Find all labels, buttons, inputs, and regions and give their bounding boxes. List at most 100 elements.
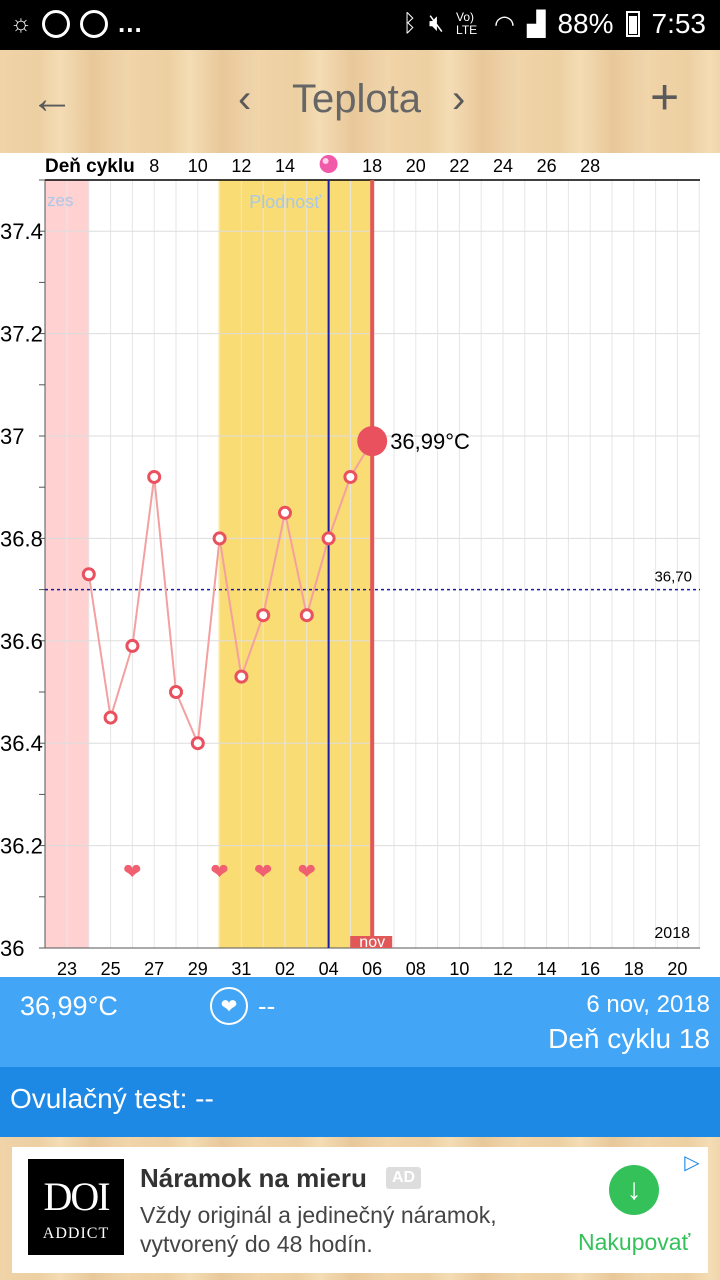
month-label: nov	[359, 934, 385, 951]
status-bar: ☼ ... ᛒ 🔇︎ Vo) LTE ◠ ▟ 88% 7:53	[0, 0, 720, 50]
y-tick-label: 37	[0, 424, 24, 449]
ovulation-marker-shine	[322, 158, 329, 164]
ad-description: Vždy originál a jedinečný náramok, vytvo…	[140, 1202, 497, 1257]
selected-temperature: 36,99°C	[20, 991, 118, 1021]
network-type: Vo) LTE	[456, 10, 478, 37]
top-tick-label: 12	[231, 156, 251, 176]
notification-icons: ☼ ...	[10, 8, 143, 39]
coverline-label: 36,70	[654, 569, 692, 586]
x-tick-label: 25	[101, 959, 121, 977]
app-header: ← ‹ Teplota › +	[0, 50, 720, 153]
battery-percent: 88%	[557, 8, 614, 39]
heart-value: --	[258, 991, 276, 1021]
page-title: Teplota	[292, 77, 421, 121]
top-tick-label: 10	[188, 156, 208, 176]
ovulation-marker	[319, 155, 338, 173]
x-tick-label: 06	[362, 959, 382, 977]
current-value-label: 36,99°C	[390, 429, 470, 454]
heart-icon[interactable]: ❤	[210, 987, 248, 1025]
ad-banner[interactable]: DOI ADDICT Náramok na mieru AD Vždy orig…	[12, 1147, 708, 1273]
top-tick-label: 8	[149, 156, 159, 176]
ad-title[interactable]: Náramok na mieru	[140, 1163, 367, 1193]
day-info-panel[interactable]: 36,99°C ❤ -- 6 nov, 2018 Deň cyklu 18	[0, 977, 720, 1067]
x-tick-label: 18	[624, 959, 644, 977]
x-tick-label: 08	[406, 959, 426, 977]
year-label: 2018	[654, 925, 690, 942]
data-point-current	[357, 426, 388, 457]
top-tick-label: 22	[449, 156, 469, 176]
y-tick-label: 36.6	[0, 629, 43, 654]
data-point	[190, 736, 205, 751]
chevron-right-icon[interactable]: ›	[452, 77, 466, 121]
ovulation-test-row[interactable]: Ovulačný test: --	[0, 1067, 720, 1137]
top-tick-label: 18	[362, 156, 382, 176]
data-point	[343, 469, 358, 484]
top-tick-label: 28	[580, 156, 600, 176]
signal-icon: ▟	[526, 10, 546, 38]
weather-icon: ☼	[10, 9, 32, 37]
zone-fertile-label: Plodnosť	[249, 192, 321, 212]
zone-menses-label: zes	[47, 191, 73, 210]
pinterest-icon	[42, 9, 70, 38]
month-badge	[350, 936, 393, 948]
sync-icon	[80, 9, 108, 38]
data-point	[234, 669, 249, 684]
data-point	[299, 608, 314, 623]
bluetooth-icon: ᛒ	[402, 10, 417, 37]
x-tick-label: 12	[493, 959, 513, 977]
logo-monogram: DOI	[43, 1174, 110, 1219]
intercourse-heart-icon: ❤	[123, 860, 141, 885]
x-tick-label: 14	[537, 959, 557, 977]
y-tick-label: 36	[0, 936, 24, 961]
temperature-line	[87, 440, 374, 748]
ad-logo[interactable]: DOI ADDICT	[28, 1159, 124, 1255]
top-tick-label: 14	[275, 156, 295, 176]
clock: 7:53	[651, 8, 707, 39]
x-tick-label: 20	[667, 959, 687, 977]
arrow-left-icon[interactable]: ←	[30, 74, 74, 123]
chevron-left-icon[interactable]: ‹	[238, 77, 252, 121]
overflow-indicator: ...	[118, 8, 143, 38]
data-point	[212, 531, 227, 546]
x-tick-label: 23	[57, 959, 77, 977]
selected-date: 6 nov, 2018	[586, 991, 710, 1018]
intercourse-heart-icon: ❤	[298, 860, 316, 885]
y-tick-label: 37.4	[0, 219, 43, 244]
ad-container: DOI ADDICT Náramok na mieru AD Vždy orig…	[0, 1137, 720, 1280]
y-tick-label: 36.8	[0, 526, 43, 551]
system-icons: ᛒ 🔇︎ Vo) LTE ◠ ▟ 88% 7:53	[403, 8, 707, 40]
x-tick-label: 29	[188, 959, 208, 977]
x-tick-label: 04	[319, 959, 339, 977]
ad-cta-button[interactable]: Nakupovať	[578, 1229, 691, 1255]
data-point	[125, 638, 140, 653]
x-tick-label: 27	[144, 959, 164, 977]
top-tick-label: 20	[406, 156, 426, 176]
data-point	[278, 505, 292, 520]
temperature-chart[interactable]: zes Plodnosť 36,70 nov 2018 37.4 37.2 37 36.8 36.…	[0, 153, 720, 977]
download-arrow-icon[interactable]: ↓	[609, 1165, 659, 1215]
ovulation-test-label: Ovulačný test: --	[10, 1083, 214, 1114]
x-tick-label: 10	[449, 959, 469, 977]
data-point	[81, 567, 96, 582]
x-tick-label: 02	[275, 959, 295, 977]
data-point	[103, 710, 118, 725]
x-tick-label: 31	[231, 959, 251, 977]
wifi-icon: ◠	[494, 10, 515, 38]
data-point	[256, 608, 271, 623]
chart-svg[interactable]: zes Plodnosť36,70nov201837.437.23736.836.…	[0, 153, 720, 977]
ad-badge: AD	[386, 1167, 422, 1189]
mute-icon: 🔇︎	[428, 10, 445, 37]
data-point	[169, 685, 183, 699]
adchoices-icon[interactable]: ▷	[684, 1152, 700, 1174]
battery-icon	[625, 11, 640, 37]
top-tick-label: 26	[537, 156, 557, 176]
plus-icon[interactable]: +	[650, 69, 680, 125]
top-tick-label: 24	[493, 156, 513, 176]
data-point	[321, 531, 336, 546]
data-point	[147, 469, 162, 484]
logo-brand: ADDICT	[42, 1225, 110, 1242]
top-axis-label: Deň cyklu	[45, 156, 135, 177]
intercourse-heart-icon: ❤	[254, 860, 272, 885]
cycle-day: Deň cyklu 18	[548, 1023, 710, 1054]
y-tick-label: 36.2	[0, 834, 43, 859]
